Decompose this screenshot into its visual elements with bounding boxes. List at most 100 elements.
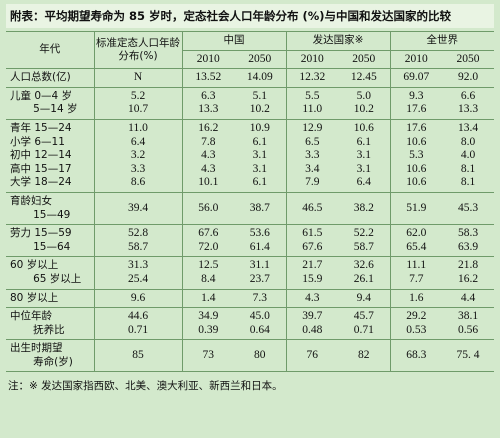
cell-line: 46.5 <box>302 201 323 214</box>
cell-line: 67.6 <box>302 240 323 253</box>
cell-line: 6.3 <box>201 89 216 102</box>
cell-line: 61.4 <box>249 240 270 253</box>
cell: 45.3 <box>442 191 494 226</box>
cell: 61.5 67.6 <box>285 224 338 258</box>
table-body: 年代 标准定态人口年龄分布(%) 中国 发达国家※ 全世界 2010 2050 2010 205… <box>6 30 494 373</box>
cell-line: 10.6 <box>406 162 427 175</box>
cell-line: 45.0 <box>249 310 270 323</box>
cell: 32.6 26.1 <box>338 256 390 290</box>
cell: 75. 4 <box>442 339 494 373</box>
cell: 7.3 <box>234 288 286 309</box>
row-label: 80 岁以上 <box>6 288 94 309</box>
cell-line: 1.6 <box>409 291 424 304</box>
cell-line: 32.6 <box>353 259 374 272</box>
cell: 44.6 0.71 <box>93 307 182 341</box>
cell-line: 17.6 <box>406 121 427 134</box>
cell-line: 68.3 <box>406 349 427 362</box>
cell-line: 45.3 <box>457 201 479 214</box>
cell: 14.09 <box>234 68 286 88</box>
cell: 17.6 10.6 5.3 10.6 10.6 <box>389 118 442 193</box>
cell-line: 31.3 <box>127 259 149 272</box>
cell-line: 11.1 <box>406 259 427 272</box>
header-row: 年代 标准定态人口年龄分布(%) 中国 发达国家※ 全世界 <box>6 30 494 70</box>
cell-line: 8.0 <box>460 135 476 148</box>
cell-line: 38.7 <box>249 201 270 214</box>
cell-line: 10.7 <box>127 103 149 116</box>
table: 年代 标准定态人口年龄分布(%) 中国 发达国家※ 全世界 2010 2050 2010 205… <box>6 30 494 373</box>
cell-line: 4.3 <box>201 162 216 175</box>
cell: 29.2 0.53 <box>389 307 442 341</box>
cell-line: 12.9 <box>302 121 323 134</box>
label-line: 65 岁以上 <box>33 272 82 285</box>
label-line: 大学 18—24 <box>10 176 72 189</box>
cell: 12.5 8.4 <box>181 256 234 290</box>
cell-line: 10.6 <box>406 176 427 189</box>
label-line: 15—64 <box>33 240 71 253</box>
cell-line: 7.3 <box>252 291 267 304</box>
label-line: 小学 6—11 <box>10 135 65 148</box>
cell-line: 23.7 <box>249 272 270 285</box>
cell: 4.3 <box>285 288 338 309</box>
cell: 5.1 10.2 <box>234 86 286 120</box>
cell: 62.0 65.4 <box>389 224 442 258</box>
cell: 38.1 0.56 <box>442 307 494 341</box>
cell-line: 56.0 <box>198 201 219 214</box>
cell-line: 3.4 <box>305 162 320 175</box>
cell-line: 13.3 <box>457 103 479 116</box>
cell: 38.7 <box>234 191 286 226</box>
cell: 31.1 23.7 <box>234 256 286 290</box>
label-line: 青年 15—24 <box>10 121 72 134</box>
cell-line: 3.1 <box>356 162 371 175</box>
cell: 10.6 6.1 3.1 3.1 6.4 <box>338 118 390 193</box>
cell-line: 6.6 <box>460 89 476 102</box>
cell-line: 0.56 <box>457 323 479 336</box>
cell-line: 76 <box>306 349 319 362</box>
cell-line: 0.53 <box>406 323 427 336</box>
header-row: 2010 2050 2010 2050 2010 2050 <box>6 49 494 70</box>
cell: 53.6 61.4 <box>234 224 286 258</box>
cell: 45.7 0.71 <box>338 307 390 341</box>
cell-line: 1.4 <box>201 291 216 304</box>
cell-line: 62.0 <box>406 227 427 240</box>
cell-line: 39.7 <box>302 310 323 323</box>
cell-line: 8.6 <box>130 176 146 189</box>
group-header: 发达国家※ <box>285 31 390 51</box>
cell: 51.9 <box>389 191 442 226</box>
label-line: 劳力 15—59 <box>10 227 72 240</box>
cell: 69.07 <box>389 68 442 88</box>
cell-line: 6.1 <box>356 135 371 148</box>
table-row: 儿童 0—4 岁 5—14 岁 5.2 10.7 6.3 13.3 5.1 10.2 5.5 11… <box>6 86 494 120</box>
cell-line: 0.48 <box>302 323 323 336</box>
label-line: 80 岁以上 <box>10 291 59 304</box>
cell: 52.2 58.7 <box>338 224 390 258</box>
table-row: 60 岁以上 65 岁以上 31.3 25.4 12.5 8.4 31.1 23.7 21.7 1… <box>6 256 494 290</box>
cell-line: 10.9 <box>249 121 270 134</box>
row-label: 60 岁以上 65 岁以上 <box>6 256 94 290</box>
cell: 45.0 0.64 <box>234 307 286 341</box>
cell-line: 63.9 <box>457 240 479 253</box>
cell-line: 8.4 <box>201 272 216 285</box>
cell-line: 4.4 <box>460 291 476 304</box>
cell-line: 6.4 <box>356 176 371 189</box>
cell: 34.9 0.39 <box>181 307 234 341</box>
cell: 11.1 7.7 <box>389 256 442 290</box>
cell-line: 65.4 <box>406 240 427 253</box>
title: 附表：平均期望寿命为 85 岁时，定态社会人口年龄分布 (%)与中国和发达国家的… <box>6 4 494 28</box>
group-header: 中国 <box>181 31 286 51</box>
label-line: 初中 12—14 <box>10 149 72 162</box>
row-label: 人口总数(亿) <box>6 68 94 88</box>
label-line: 寿命(岁) <box>33 355 73 368</box>
cell-line: 13.4 <box>457 121 479 134</box>
cell: 39.4 <box>93 191 182 226</box>
cell: 21.8 16.2 <box>442 256 494 290</box>
cell-line: 26.1 <box>353 272 374 285</box>
cell: 1.4 <box>181 288 234 309</box>
cell-line: 85 <box>132 349 144 362</box>
cell: 56.0 <box>181 191 234 226</box>
table-row: 出生时期望 寿命(岁) 85 73 80 76 82 68.3 75. 4 <box>6 339 494 373</box>
cell-line: 4.3 <box>305 291 320 304</box>
cell-line: 3.1 <box>356 149 371 162</box>
cell-line: 29.2 <box>406 310 427 323</box>
cell-line: 80 <box>254 349 266 362</box>
